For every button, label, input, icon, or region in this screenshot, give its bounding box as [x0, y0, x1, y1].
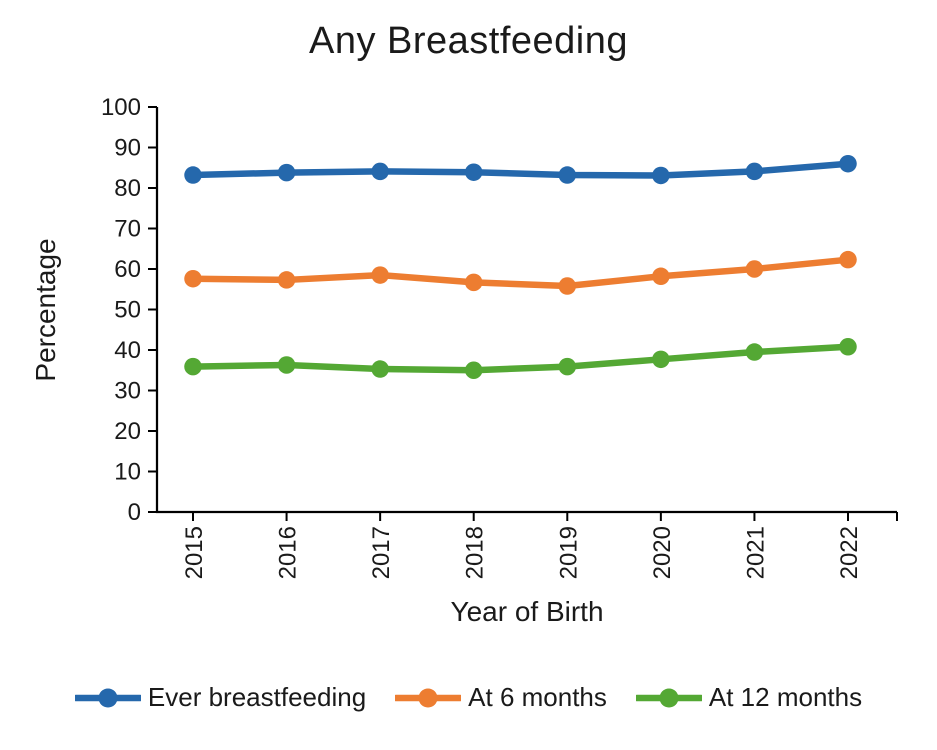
- legend-label: Ever breastfeeding: [147, 682, 367, 712]
- y-tick-label: 10: [114, 459, 141, 486]
- x-tick-label: 2020: [649, 526, 676, 579]
- data-point: [464, 163, 483, 181]
- y-tick-label: 70: [114, 216, 141, 243]
- x-tick-label: 2015: [181, 526, 208, 579]
- x-tick-label: 2018: [462, 526, 489, 579]
- x-axis-title: Year of Birth: [450, 596, 603, 627]
- data-point: [371, 162, 389, 181]
- legend-label: At 6 months: [468, 682, 607, 712]
- data-point: [277, 271, 296, 289]
- x-tick-label: 2019: [555, 526, 582, 579]
- data-point: [839, 154, 857, 173]
- data-point: [745, 260, 764, 278]
- y-axis-title: Percentage: [30, 238, 61, 381]
- series-line-ever-breastfeeding: [189, 160, 852, 179]
- data-point: [652, 267, 670, 286]
- data-point: [558, 357, 577, 376]
- legend-item-at-12-months: At 12 months: [635, 682, 863, 713]
- data-point: [745, 343, 764, 361]
- chart-title: Any Breastfeeding: [308, 20, 629, 62]
- series-line-at-6-months: [189, 256, 852, 290]
- x-tick-label: 2016: [275, 526, 302, 579]
- data-point: [184, 269, 202, 288]
- data-point: [839, 250, 857, 269]
- legend-label: At 12 months: [708, 682, 863, 712]
- data-point: [464, 273, 483, 292]
- chart-legend: Ever breastfeeding At 6 months At 12 mon…: [0, 682, 937, 713]
- y-tick-label: 80: [114, 175, 141, 202]
- y-tick-label: 60: [114, 256, 141, 283]
- line-marker-icon: [395, 688, 462, 707]
- series-line-at-12-months: [189, 343, 852, 374]
- data-point: [371, 360, 389, 378]
- data-point: [652, 166, 670, 185]
- y-tick-label: 20: [114, 418, 141, 445]
- y-tick-label: 30: [114, 378, 141, 405]
- data-point: [558, 166, 577, 184]
- y-tick-label: 100: [101, 94, 141, 121]
- y-tick-label: 0: [128, 499, 141, 526]
- data-point: [839, 338, 857, 356]
- data-point: [652, 350, 670, 369]
- data-point: [371, 266, 389, 284]
- data-point: [558, 277, 577, 295]
- data-point: [184, 357, 202, 376]
- data-point: [464, 361, 483, 379]
- y-tick-label: 50: [114, 297, 141, 324]
- data-point: [277, 163, 296, 182]
- data-point: [277, 356, 296, 374]
- legend-item-ever-breastfeeding: Ever breastfeeding: [74, 682, 367, 713]
- data-point: [184, 166, 202, 184]
- legend-item-at-6-months: At 6 months: [395, 682, 607, 713]
- line-marker-icon: [635, 688, 702, 707]
- x-tick-label: 2021: [742, 526, 769, 579]
- y-tick-label: 90: [114, 135, 141, 162]
- x-tick-label: 2022: [836, 526, 863, 579]
- y-tick-label: 40: [114, 337, 141, 364]
- x-tick-label: 2017: [368, 526, 395, 579]
- line-marker-icon: [74, 688, 141, 707]
- data-point: [745, 162, 764, 181]
